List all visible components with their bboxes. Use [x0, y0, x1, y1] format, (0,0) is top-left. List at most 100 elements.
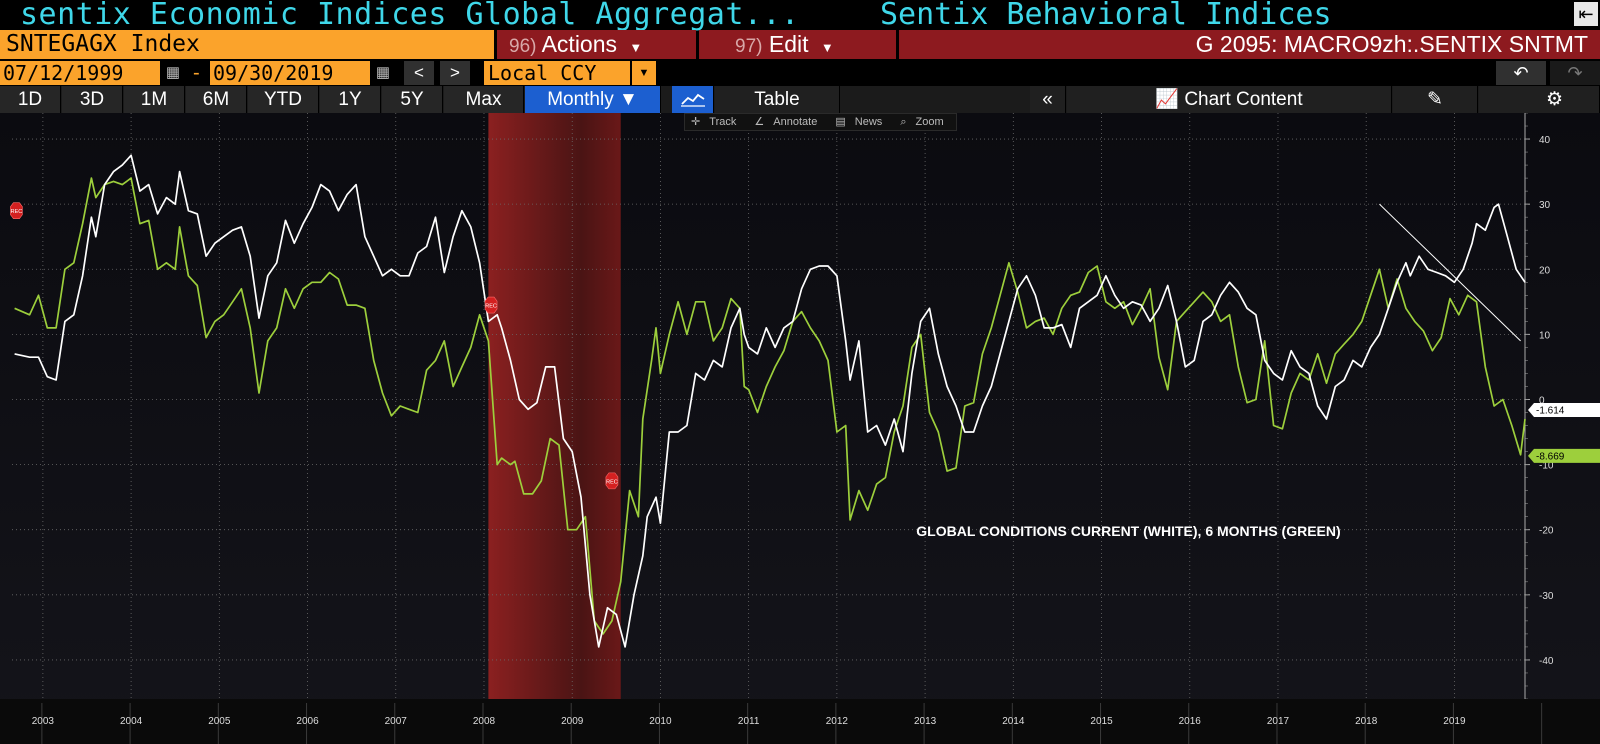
line-chart-icon[interactable] — [672, 86, 714, 113]
x-tick-label: 2009 — [561, 716, 584, 727]
x-tick-label: 2011 — [738, 716, 760, 727]
chart-annotation: GLOBAL CONDITIONS CURRENT (WHITE), 6 MON… — [916, 523, 1340, 539]
line-chart-icon — [680, 93, 705, 107]
track-tool[interactable]: ✛ Track — [685, 114, 748, 130]
rec-marker-label: REC — [606, 479, 618, 485]
chart-mini-toolbar: ✛ Track ∠ Annotate ▤ News ⌕ Zoom — [684, 113, 957, 131]
redo-icon[interactable]: ↷ — [1550, 61, 1600, 85]
x-tick-label: 2018 — [1355, 716, 1378, 727]
news-tool[interactable]: ▤ News — [829, 114, 894, 130]
x-tick-label: 2019 — [1443, 716, 1466, 727]
last-value-white-value: -1.614 — [1536, 405, 1565, 416]
x-tick-label: 2015 — [1090, 716, 1113, 727]
date-row: 07/12/1999 ▦ - 09/30/2019 ▦ < > Local CC… — [0, 60, 1600, 86]
annotate-tool[interactable]: ∠ Annotate — [748, 114, 829, 130]
series-line-green — [14, 177, 1526, 635]
range-3d[interactable]: 3D — [62, 86, 123, 113]
y-tick-label: -40 — [1539, 656, 1554, 667]
table-button[interactable]: Table — [715, 86, 840, 113]
x-tick-label: 2010 — [649, 716, 672, 727]
trend-line — [1379, 203, 1521, 342]
range-1y[interactable]: 1Y — [320, 86, 381, 113]
last-value-green-bg — [1528, 448, 1600, 463]
command-row: SNTEGAGX Index 96) Actions ▼ 97) Edit ▼ … — [0, 30, 1600, 59]
rec-marker — [605, 472, 619, 490]
chart-area: 40 30 20 10 0 -10 -20 -30 -40 2003 2004 2005 2006 200… — [0, 113, 1600, 744]
y-tick-label: 20 — [1539, 265, 1551, 276]
window-title: sentix Economic Indices Global Aggregat.… — [20, 0, 800, 32]
series-line-white — [14, 154, 1526, 648]
chart-content-button[interactable]: 📈 Chart Content — [1067, 86, 1392, 113]
x-tick-label: 2007 — [385, 716, 408, 727]
title-bar: sentix Economic Indices Global Aggregat.… — [0, 0, 1600, 32]
range-1d[interactable]: 1D — [0, 86, 61, 113]
graph-title: G 2095: MACRO9zh:.SENTIX SNTMT — [899, 30, 1600, 59]
actions-label: Actions — [541, 31, 618, 57]
y-tick-label: -20 — [1539, 526, 1554, 537]
y-tick-label: 10 — [1539, 330, 1551, 341]
last-value-white-bg — [1528, 402, 1600, 417]
edit-menu[interactable]: 97) Edit ▼ — [699, 30, 896, 59]
annotate-label: Annotate — [773, 116, 818, 128]
y-tick-label: -10 — [1539, 461, 1554, 472]
edit-label: Edit — [768, 31, 809, 57]
x-tick-label: 2005 — [208, 716, 231, 727]
x-tick-label: 2016 — [1179, 716, 1202, 727]
rec-marker-label: REC — [485, 304, 497, 310]
x-tick-label: 2012 — [826, 716, 849, 727]
start-date-input[interactable]: 07/12/1999 — [0, 61, 160, 85]
next-button[interactable]: > — [440, 61, 470, 85]
currency-select[interactable]: Local CCY — [484, 61, 630, 85]
calendar-icon[interactable]: ▦ — [165, 64, 181, 81]
y-tick-label: 40 — [1539, 135, 1551, 146]
chevron-down-icon: ▼ — [629, 40, 643, 55]
ticker-field[interactable]: SNTEGAGX Index — [0, 30, 494, 59]
frequency-label: Monthly — [547, 89, 614, 110]
y-tick-label: 0 — [1539, 395, 1545, 406]
actions-menu[interactable]: 96) Actions ▼ — [497, 30, 696, 59]
x-tick-label: 2006 — [296, 716, 319, 727]
range-max[interactable]: Max — [444, 86, 524, 113]
x-tick-label: 2014 — [1002, 716, 1025, 727]
end-date-input[interactable]: 09/30/2019 — [210, 61, 370, 85]
recession-band — [488, 113, 621, 699]
zoom-tool[interactable]: ⌕ Zoom — [894, 114, 955, 130]
chart-content-icon: 📈 — [1155, 89, 1185, 110]
rec-marker-label: REC — [11, 209, 23, 215]
edit-number: 97) — [735, 36, 763, 57]
x-tick-label: 2013 — [914, 716, 937, 727]
rec-marker — [10, 202, 23, 219]
x-axis-band — [0, 699, 1600, 744]
chevron-down-icon: ▼ — [619, 89, 638, 110]
range-toolbar: 1D 3D 1M 6M YTD 1Y 5Y Max Monthly ▼ Tabl… — [0, 86, 1600, 113]
news-label: News — [854, 116, 883, 128]
frequency-select[interactable]: Monthly ▼ — [525, 86, 661, 113]
y-tick-label: 30 — [1539, 200, 1551, 211]
undo-icon[interactable]: ↶ — [1496, 61, 1546, 85]
x-tick-label: 2003 — [32, 716, 55, 727]
track-label: Track — [709, 116, 737, 128]
x-tick-label: 2017 — [1267, 716, 1290, 727]
date-separator: - — [193, 62, 200, 84]
range-6m[interactable]: 6M — [186, 86, 247, 113]
range-1m[interactable]: 1M — [124, 86, 185, 113]
gear-icon[interactable]: ⚙ — [1479, 86, 1600, 113]
range-ytd[interactable]: YTD — [248, 86, 319, 113]
calendar-icon[interactable]: ▦ — [375, 64, 391, 81]
chart-content-label: Chart Content — [1184, 89, 1303, 110]
chart-background — [0, 113, 1600, 744]
chevron-down-icon[interactable]: ▼ — [632, 61, 656, 85]
edit-chart-icon[interactable]: ✎ — [1393, 86, 1478, 113]
chevron-down-icon: ▼ — [820, 40, 834, 55]
pin-icon[interactable]: ⇤ — [1574, 2, 1598, 26]
x-tick-label: 2008 — [473, 716, 496, 727]
range-5y[interactable]: 5Y — [382, 86, 443, 113]
actions-number: 96) — [509, 36, 537, 57]
last-value-green-value: -8.669 — [1536, 451, 1565, 462]
zoom-label: Zoom — [915, 116, 944, 128]
window-subtitle: Sentix Behavioral Indices — [880, 0, 1332, 32]
collapse-button[interactable]: « — [1030, 86, 1066, 113]
prev-button[interactable]: < — [404, 61, 434, 85]
rec-marker — [484, 296, 498, 314]
